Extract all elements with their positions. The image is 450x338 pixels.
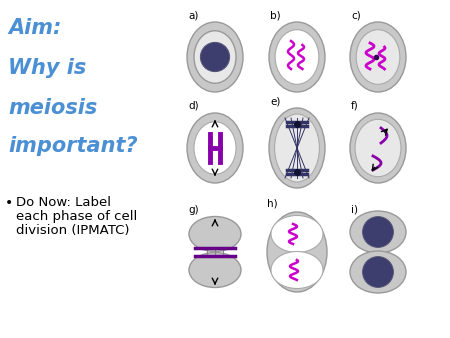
Text: meiosis: meiosis bbox=[8, 98, 97, 118]
Ellipse shape bbox=[194, 31, 236, 83]
Ellipse shape bbox=[271, 251, 323, 289]
Ellipse shape bbox=[187, 113, 243, 183]
Ellipse shape bbox=[269, 22, 325, 92]
Text: important?: important? bbox=[8, 136, 138, 156]
Text: f): f) bbox=[351, 101, 359, 111]
Ellipse shape bbox=[194, 122, 236, 174]
Circle shape bbox=[200, 43, 230, 72]
Ellipse shape bbox=[350, 211, 406, 253]
Text: d): d) bbox=[188, 101, 198, 111]
Ellipse shape bbox=[350, 22, 406, 92]
Text: c): c) bbox=[351, 10, 361, 20]
Text: each phase of cell: each phase of cell bbox=[16, 210, 137, 223]
Ellipse shape bbox=[267, 212, 327, 292]
Ellipse shape bbox=[189, 252, 241, 288]
Ellipse shape bbox=[350, 251, 406, 293]
Ellipse shape bbox=[350, 113, 406, 183]
Ellipse shape bbox=[356, 30, 400, 84]
Text: Aim:: Aim: bbox=[8, 18, 61, 38]
Ellipse shape bbox=[274, 114, 320, 182]
Ellipse shape bbox=[355, 119, 401, 177]
Text: i): i) bbox=[351, 205, 358, 215]
Ellipse shape bbox=[187, 22, 243, 92]
Text: g): g) bbox=[188, 205, 198, 215]
Text: b): b) bbox=[270, 10, 281, 20]
Text: h): h) bbox=[267, 199, 278, 209]
Circle shape bbox=[363, 217, 393, 247]
Text: a): a) bbox=[188, 10, 198, 20]
Ellipse shape bbox=[275, 30, 319, 84]
Text: Do Now: Label: Do Now: Label bbox=[16, 196, 111, 209]
Text: •: • bbox=[5, 196, 13, 210]
Text: Why is: Why is bbox=[8, 58, 86, 78]
Ellipse shape bbox=[189, 217, 241, 251]
Ellipse shape bbox=[271, 216, 323, 252]
Text: e): e) bbox=[270, 96, 280, 106]
Ellipse shape bbox=[269, 108, 325, 188]
Text: division (IPMATC): division (IPMATC) bbox=[16, 224, 130, 237]
Circle shape bbox=[363, 257, 393, 287]
